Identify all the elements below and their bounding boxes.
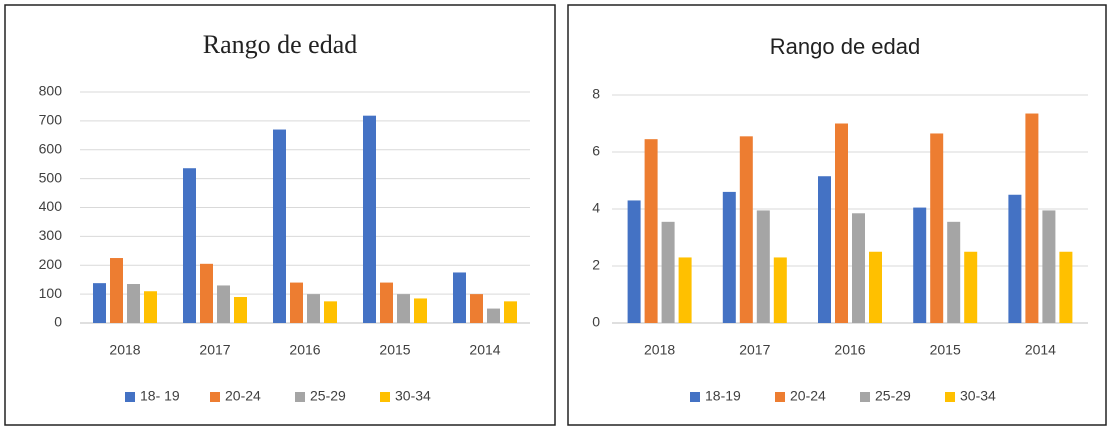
legend-swatch <box>210 392 220 402</box>
x-tick-label: 2017 <box>739 342 770 358</box>
bar <box>661 221 675 323</box>
y-tick-label: 700 <box>39 112 63 128</box>
bar <box>947 221 961 323</box>
bar <box>913 207 927 323</box>
bar <box>470 294 483 323</box>
y-tick-label: 500 <box>39 169 63 185</box>
y-tick-label: 6 <box>592 143 600 159</box>
chart-title: Rango de edad <box>203 30 358 59</box>
legend-label: 25-29 <box>875 388 911 404</box>
bar <box>1042 210 1056 323</box>
bar <box>200 263 213 323</box>
legend-swatch <box>690 392 700 402</box>
bar <box>144 291 157 323</box>
y-tick-label: 400 <box>39 198 63 214</box>
bar <box>1059 251 1073 323</box>
bar <box>397 294 410 323</box>
bar <box>324 301 337 323</box>
legend-swatch <box>775 392 785 402</box>
bar <box>363 115 376 324</box>
bar <box>722 191 736 323</box>
x-tick-label: 2014 <box>1025 342 1056 358</box>
y-tick-label: 4 <box>592 200 600 216</box>
y-tick-label: 200 <box>39 256 63 272</box>
y-tick-label: 600 <box>39 140 63 156</box>
bar <box>234 297 247 323</box>
bar <box>217 285 230 323</box>
bar <box>835 123 848 323</box>
legend-label: 25-29 <box>310 388 346 404</box>
x-tick-label: 2018 <box>644 342 675 358</box>
y-tick-label: 8 <box>592 86 600 102</box>
bar <box>930 133 944 323</box>
x-tick-label: 2015 <box>379 342 410 358</box>
bar <box>504 301 517 323</box>
legend-label: 18-19 <box>705 388 741 404</box>
legend-swatch <box>295 392 305 402</box>
legend-label: 20-24 <box>225 388 261 404</box>
bar <box>852 213 865 323</box>
y-tick-label: 100 <box>39 285 63 301</box>
bar <box>869 251 882 323</box>
bar <box>290 282 303 323</box>
x-tick-label: 2017 <box>199 342 230 358</box>
bar <box>127 284 140 323</box>
x-tick-label: 2014 <box>469 342 500 358</box>
bar <box>1008 194 1022 323</box>
bar <box>818 176 831 323</box>
bar <box>453 272 466 323</box>
bar <box>380 282 393 323</box>
legend-swatch <box>125 392 135 402</box>
bar <box>964 251 978 323</box>
bar <box>1025 113 1039 324</box>
chart-title: Rango de edad <box>770 34 920 59</box>
bar <box>739 136 753 323</box>
y-tick-label: 800 <box>39 83 63 99</box>
bar <box>644 139 658 323</box>
x-tick-label: 2015 <box>930 342 961 358</box>
legend-label: 30-34 <box>960 388 996 404</box>
x-tick-label: 2016 <box>289 342 320 358</box>
bar <box>414 298 427 323</box>
legend-swatch <box>945 392 955 402</box>
bar <box>110 258 123 323</box>
y-tick-label: 0 <box>54 314 62 330</box>
x-tick-label: 2016 <box>834 342 865 358</box>
bar <box>487 308 500 323</box>
bar <box>756 210 770 323</box>
x-tick-label: 2018 <box>109 342 140 358</box>
bar <box>307 294 320 323</box>
y-tick-label: 300 <box>39 227 63 243</box>
bar <box>93 283 106 323</box>
bar <box>678 257 692 323</box>
y-tick-label: 0 <box>592 314 600 330</box>
legend-swatch <box>380 392 390 402</box>
legend-label: 18- 19 <box>140 388 180 404</box>
bar <box>183 168 196 323</box>
legend-label: 30-34 <box>395 388 431 404</box>
bar <box>627 200 641 323</box>
legend-label: 20-24 <box>790 388 826 404</box>
bar <box>273 129 286 323</box>
legend-swatch <box>860 392 870 402</box>
bar <box>773 257 787 323</box>
y-tick-label: 2 <box>592 257 600 273</box>
